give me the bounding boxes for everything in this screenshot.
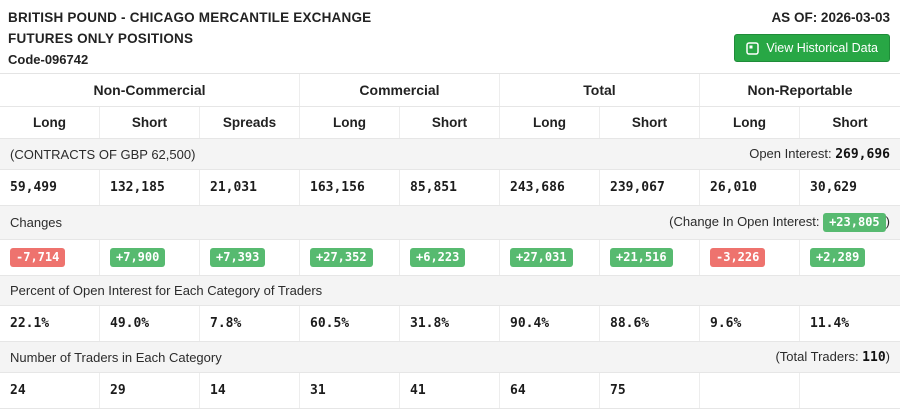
- header-right: AS OF: 2026-03-03 View Historical Data: [734, 10, 890, 62]
- position-value: 21,031: [200, 170, 300, 205]
- open-interest: Open Interest: 269,696: [749, 146, 890, 162]
- traders-value: 64: [500, 373, 600, 409]
- traders-section-row: Number of Traders in Each Category (Tota…: [0, 342, 900, 374]
- percent-value: 88.6%: [600, 306, 700, 342]
- total-traders: (Total Traders: 110): [775, 349, 890, 365]
- traders-value: [700, 373, 800, 409]
- change-badge: +2,289: [810, 248, 866, 268]
- traders-value: 41: [400, 373, 500, 409]
- group-commercial: Commercial: [300, 74, 500, 106]
- change-cell: -3,226: [700, 240, 800, 276]
- total-traders-suffix: ): [885, 349, 890, 365]
- traders-value: 24: [0, 373, 100, 409]
- position-value: 85,851: [400, 170, 500, 205]
- changes-row: -7,714 +7,900 +7,393 +27,352 +6,223 +27,…: [0, 240, 900, 277]
- change-badge: -7,714: [10, 248, 66, 268]
- percents-row: 22.1% 49.0% 7.8% 60.5% 31.8% 90.4% 88.6%…: [0, 306, 900, 343]
- percent-value: 9.6%: [700, 306, 800, 342]
- change-badge: -3,226: [710, 248, 766, 268]
- traders-value: 14: [200, 373, 300, 409]
- traders-row: 24 29 14 31 41 64 75: [0, 373, 900, 409]
- position-value: 132,185: [100, 170, 200, 205]
- column-header-row: Long Short Spreads Long Short Long Short…: [0, 107, 900, 139]
- col-header: Long: [300, 107, 400, 138]
- percent-value: 49.0%: [100, 306, 200, 342]
- change-badge: +27,352: [310, 248, 373, 268]
- change-oi-suffix: ): [885, 214, 890, 229]
- col-header: Long: [700, 107, 800, 138]
- contracts-label: (CONTRACTS OF GBP 62,500): [10, 146, 196, 162]
- group-header-row: Non-Commercial Commercial Total Non-Repo…: [0, 74, 900, 107]
- position-value: 30,629: [810, 180, 857, 195]
- report-code: Code-096742: [8, 52, 89, 67]
- report-subtitle: FUTURES ONLY POSITIONS: [8, 31, 194, 46]
- change-open-interest: (Change In Open Interest: +23,805): [669, 213, 890, 233]
- col-header: Spreads: [200, 107, 300, 138]
- change-oi-prefix: (Change In Open Interest:: [669, 214, 824, 229]
- change-cell: +7,900: [100, 240, 200, 276]
- page-header: BRITISH POUND - CHICAGO MERCANTILE EXCHA…: [0, 0, 900, 73]
- col-header: Long: [500, 107, 600, 138]
- group-non-commercial: Non-Commercial: [0, 74, 300, 106]
- changes-section-row: Changes (Change In Open Interest: +23,80…: [0, 206, 900, 241]
- change-badge: +21,516: [610, 248, 673, 268]
- traders-value: 31: [300, 373, 400, 409]
- position-value: 59,499: [0, 170, 100, 205]
- percent-value: 22.1%: [0, 306, 100, 342]
- change-oi-badge: +23,805: [823, 213, 886, 233]
- contracts-section-row: (CONTRACTS OF GBP 62,500) Open Interest:…: [0, 139, 900, 170]
- change-badge: +27,031: [510, 248, 573, 268]
- positions-row: 59,499 132,185 21,031 163,156 85,851 243…: [0, 170, 900, 206]
- col-header: Long: [0, 107, 100, 138]
- change-cell: +6,223: [400, 240, 500, 276]
- change-cell: +21,516: [600, 240, 700, 276]
- change-badge: +7,393: [210, 248, 266, 268]
- percent-label: Percent of Open Interest for Each Catego…: [10, 283, 323, 299]
- view-historical-data-label: View Historical Data: [766, 41, 878, 55]
- as-of-date: AS OF: 2026-03-03: [771, 10, 890, 25]
- position-value: 26,010: [700, 170, 800, 205]
- col-header: Short: [400, 107, 500, 138]
- position-value: 243,686: [500, 170, 600, 205]
- total-traders-prefix: (Total Traders:: [775, 349, 863, 365]
- traders-value: 29: [100, 373, 200, 409]
- changes-label: Changes: [10, 215, 63, 231]
- change-cell: +27,352: [300, 240, 400, 276]
- historical-data-icon: [746, 41, 760, 55]
- change-cell: +27,031: [500, 240, 600, 276]
- report-titles: BRITISH POUND - CHICAGO MERCANTILE EXCHA…: [8, 10, 371, 67]
- position-value: 239,067: [600, 170, 700, 205]
- percent-value: 11.4%: [810, 316, 850, 332]
- traders-value: 75: [600, 373, 700, 409]
- group-total: Total: [500, 74, 700, 106]
- open-interest-value: 269,696: [835, 147, 890, 162]
- col-header: Short: [832, 115, 868, 130]
- col-header: Short: [100, 107, 200, 138]
- change-cell: +7,393: [200, 240, 300, 276]
- percent-value: 60.5%: [300, 306, 400, 342]
- cot-table: Non-Commercial Commercial Total Non-Repo…: [0, 73, 900, 409]
- view-historical-data-button[interactable]: View Historical Data: [734, 34, 890, 62]
- traders-label: Number of Traders in Each Category: [10, 349, 222, 365]
- group-non-reportable: Non-Reportable: [747, 82, 853, 98]
- total-traders-value: 110: [862, 350, 886, 366]
- change-cell: +2,289: [800, 240, 900, 275]
- percent-value: 90.4%: [500, 306, 600, 342]
- change-badge: +7,900: [110, 248, 166, 268]
- change-badge: +6,223: [410, 248, 466, 268]
- percent-value: 7.8%: [200, 306, 300, 342]
- open-interest-label: Open Interest:: [749, 146, 836, 161]
- percent-value: 31.8%: [400, 306, 500, 342]
- position-value: 163,156: [300, 170, 400, 205]
- col-header: Short: [600, 107, 700, 138]
- change-cell: -7,714: [0, 240, 100, 276]
- report-title: BRITISH POUND - CHICAGO MERCANTILE EXCHA…: [8, 10, 372, 25]
- percent-section-row: Percent of Open Interest for Each Catego…: [0, 276, 900, 307]
- traders-value: [800, 373, 900, 408]
